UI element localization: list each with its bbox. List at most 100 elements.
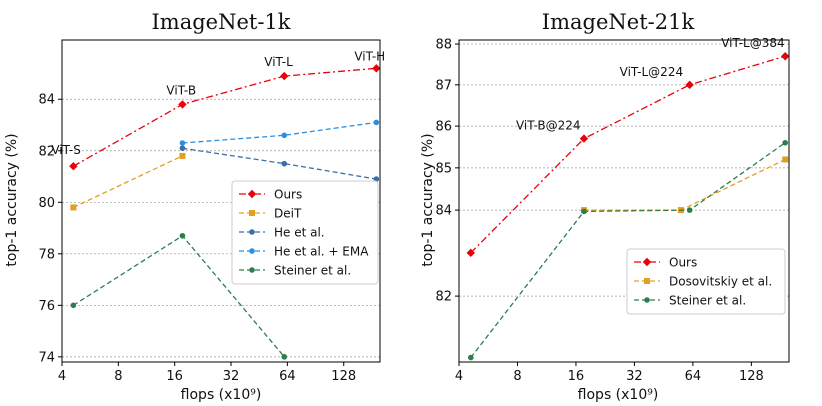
series-deit [70,152,186,211]
series-line [73,67,377,167]
x-tick-label: 16 [568,369,585,384]
data-point [467,354,474,361]
legend: Ours DeiT He et al. He et al. + EMA Steiner … [231,180,379,285]
y-tick-label: 74 [38,350,55,365]
data-point [178,100,187,109]
legend-entry: He et al. [239,225,325,239]
x-tick-label: 32 [223,369,240,384]
y-tick-label: 78 [38,247,55,262]
legend-marker [642,257,652,267]
data-point [69,162,78,171]
legend-marker [249,267,255,273]
y-axis-label: top-1 accuracy (%) [420,133,436,266]
x-tick-label: 4 [58,369,66,384]
series-line [182,147,377,180]
point-annotation: ViT-L@384 [721,36,784,50]
series-line [182,121,377,144]
legend-entry: DeiT [239,206,302,220]
y-tick-label: 88 [435,38,452,53]
data-point [179,152,186,159]
y-tick-label: 76 [38,299,55,314]
data-point [70,302,77,309]
data-point [781,52,790,61]
series-dosovitskiy-et-al [580,156,789,214]
data-point [281,354,288,360]
chart-title: ImageNet-21k [542,10,695,34]
x-tick-label: 16 [166,369,183,384]
plot-frame [61,39,381,363]
legend-label: Ours [669,255,697,269]
data-point [281,160,288,167]
legend-marker [249,229,255,235]
y-tick-label: 82 [38,144,55,159]
legend-entry: He et al. + EMA [239,244,369,258]
x-tick-label: 8 [114,369,122,384]
x-tick-label: 128 [739,369,764,384]
y-tick-label: 84 [435,204,452,219]
data-point [179,140,186,146]
data-point [179,232,186,239]
data-point [686,207,693,213]
point-annotation: ViT-B@224 [516,119,581,133]
chart-imagenet-1k: ImageNet-1k flops (x10⁹) top-1 accuracy … [4,10,385,403]
series-line [584,158,786,211]
data-point [179,145,186,151]
series-steiner-et-al [70,232,288,360]
x-tick-label: 4 [455,369,463,384]
legend-box [231,180,379,285]
data-point [281,132,288,139]
series-line [470,142,786,358]
legend-label: DeiT [274,206,302,220]
series-ours [69,64,381,171]
data-point [782,139,789,146]
legend-entry: Steiner et al. [634,293,746,307]
y-tick-label: 80 [38,196,55,211]
series-line [73,155,183,208]
data-point [280,71,289,81]
data-point [372,64,381,73]
legend-label: He et al. + EMA [274,244,369,258]
legend-entry: Ours [239,187,302,201]
y-axis-label: top-1 accuracy (%) [4,133,20,266]
x-axis-label: flops (x10⁹) [181,387,262,403]
y-tick-label: 87 [435,78,452,93]
y-tick-label: 82 [435,290,452,305]
x-tick-label: 64 [279,369,296,384]
chart-title: ImageNet-1k [151,10,290,34]
legend: Ours Dosovitskiy et al. Steiner et al. [626,248,786,315]
legend-marker [249,248,255,254]
legend-label: Steiner et al. [669,293,746,307]
series-he-et-al-ema [179,119,380,146]
point-annotation: ViT-S [51,143,80,157]
point-annotation: ViT-L [264,55,293,69]
legend-label: He et al. [274,225,325,239]
legend-marker [247,189,257,199]
data-point [70,204,77,211]
y-tick-label: 86 [435,120,452,135]
legend-box [626,248,786,315]
data-point [782,156,789,163]
point-annotation: ViT-L@224 [620,65,683,79]
y-tick-label: 85 [435,161,452,176]
data-point [466,248,475,258]
legend-marker [644,278,650,284]
y-tick-label: 84 [38,93,55,108]
data-point [579,134,589,143]
plot-frame [458,39,790,363]
series-line [470,55,786,254]
legend-entry: Dosovitskiy et al. [634,274,772,288]
legend-label: Steiner et al. [274,263,351,277]
legend-label: Dosovitskiy et al. [669,274,772,288]
data-point [581,208,587,215]
legend-marker [644,297,650,303]
x-tick-label: 32 [626,369,643,384]
x-tick-label: 128 [331,369,356,384]
x-tick-label: 8 [513,369,521,384]
legend-entry: Steiner et al. [239,263,351,277]
x-axis-label: flops (x10⁹) [578,387,659,403]
chart-imagenet-21k: ImageNet-21k flops (x10⁹) top-1 accuracy… [420,10,790,403]
data-point [373,119,380,126]
point-annotation: ViT-H [354,49,385,63]
legend-label: Ours [274,187,302,201]
